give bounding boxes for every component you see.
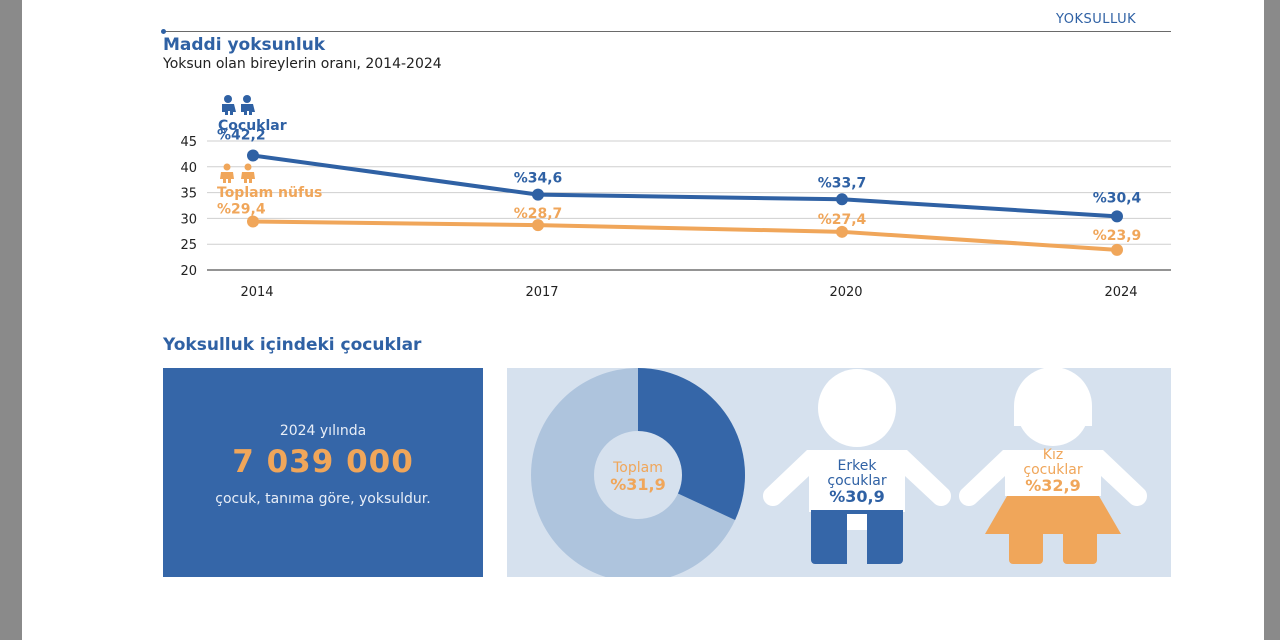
girl-value: %32,9 (1025, 476, 1081, 495)
data-label-1-2014: %29,4 (217, 201, 266, 217)
girl-figure: Kız çocuklar %32,9 (959, 368, 1147, 564)
donut-hole (594, 431, 682, 519)
y-tick-45: 45 (180, 135, 197, 150)
point-1-2017 (532, 219, 544, 232)
y-tick-35: 35 (180, 187, 197, 202)
series-line-0 (252, 153, 1118, 219)
data-label-0-2024: %30,4 (1093, 190, 1142, 206)
x-tick-2020: 2020 (829, 285, 862, 300)
line-chart: 20 25 30 35 40 45 2014 2017 2020 2024 %42,2 %34,6… (180, 95, 1171, 300)
data-label-1-2024: %23,9 (1093, 228, 1142, 244)
boy-figure: Erkek çocuklar %30,9 (763, 369, 951, 564)
header-rule-dot (161, 29, 166, 34)
y-tick-25: 25 (180, 238, 197, 253)
point-0-2020 (836, 193, 848, 206)
chart-grid (207, 140, 1171, 271)
boy-value: %30,9 (829, 487, 885, 506)
section2-title: Yoksulluk içindeki çocuklar (163, 335, 422, 355)
header-rule (163, 31, 1171, 32)
children-icon (222, 95, 255, 115)
data-label-1-2020: %27,4 (818, 212, 867, 228)
data-label-0-2017: %34,6 (514, 171, 563, 187)
donut-label: Toplam (612, 460, 663, 476)
page: YOKSULLUK Maddi yoksunluk Yoksun olan bi… (22, 0, 1264, 640)
point-1-2020 (836, 225, 848, 238)
x-tick-2017: 2017 (525, 285, 558, 300)
girl-label-1: Kız (1043, 447, 1063, 463)
page-title: Maddi yoksunluk (163, 35, 326, 55)
data-label-1-2017: %28,7 (514, 206, 563, 222)
legend-total: Toplam nüfus (217, 185, 322, 201)
stat-year: 2024 yılında (279, 423, 367, 439)
point-0-2017 (532, 188, 544, 201)
legend-children: Çocuklar (218, 118, 287, 134)
boy-label-2: çocuklar (827, 473, 886, 489)
stat-box: 2024 yılında 7 039 000 çocuk, tanıma gör… (163, 368, 483, 577)
girl-label-2: çocuklar (1023, 462, 1082, 478)
stat-description: çocuk, tanıma göre, yoksuldur. (215, 491, 431, 507)
boy-label-1: Erkek (838, 458, 878, 474)
population-icon (220, 163, 255, 183)
point-1-2024 (1111, 243, 1123, 256)
x-tick-2014: 2014 (240, 285, 273, 300)
data-labels: %42,2 %34,6 %33,7 %30,4 %29,4 %28,7 %27,4 %23,9 (217, 127, 1142, 243)
point-1-2014 (247, 215, 259, 228)
data-label-0-2014: %42,2 (217, 127, 266, 143)
y-tick-labels: 20 25 30 35 40 45 (180, 135, 197, 279)
y-tick-20: 20 (180, 264, 197, 279)
stat-number: 7 039 000 (232, 444, 414, 480)
infographic: Toplam %31,9 Erkek çocuklar %30,9 K (531, 368, 1147, 577)
y-tick-40: 40 (180, 161, 197, 176)
page-subtitle: Yoksun olan bireylerin oranı, 2014-2024 (163, 56, 442, 72)
point-0-2024 (1111, 210, 1123, 223)
point-0-2014 (247, 149, 259, 162)
donut-chart: Toplam %31,9 (531, 368, 745, 577)
chart-series (247, 149, 1123, 256)
donut-value: %31,9 (610, 475, 666, 494)
section-tag: YOKSULLUK (1056, 12, 1137, 27)
y-tick-30: 30 (180, 212, 197, 227)
x-tick-2024: 2024 (1104, 285, 1137, 300)
x-tick-labels: 2014 2017 2020 2024 (240, 285, 1137, 300)
series-line-1 (252, 219, 1118, 252)
data-label-0-2020: %33,7 (818, 175, 867, 191)
infographic-panel: Toplam %31,9 Erkek çocuklar %30,9 K (507, 368, 1171, 577)
